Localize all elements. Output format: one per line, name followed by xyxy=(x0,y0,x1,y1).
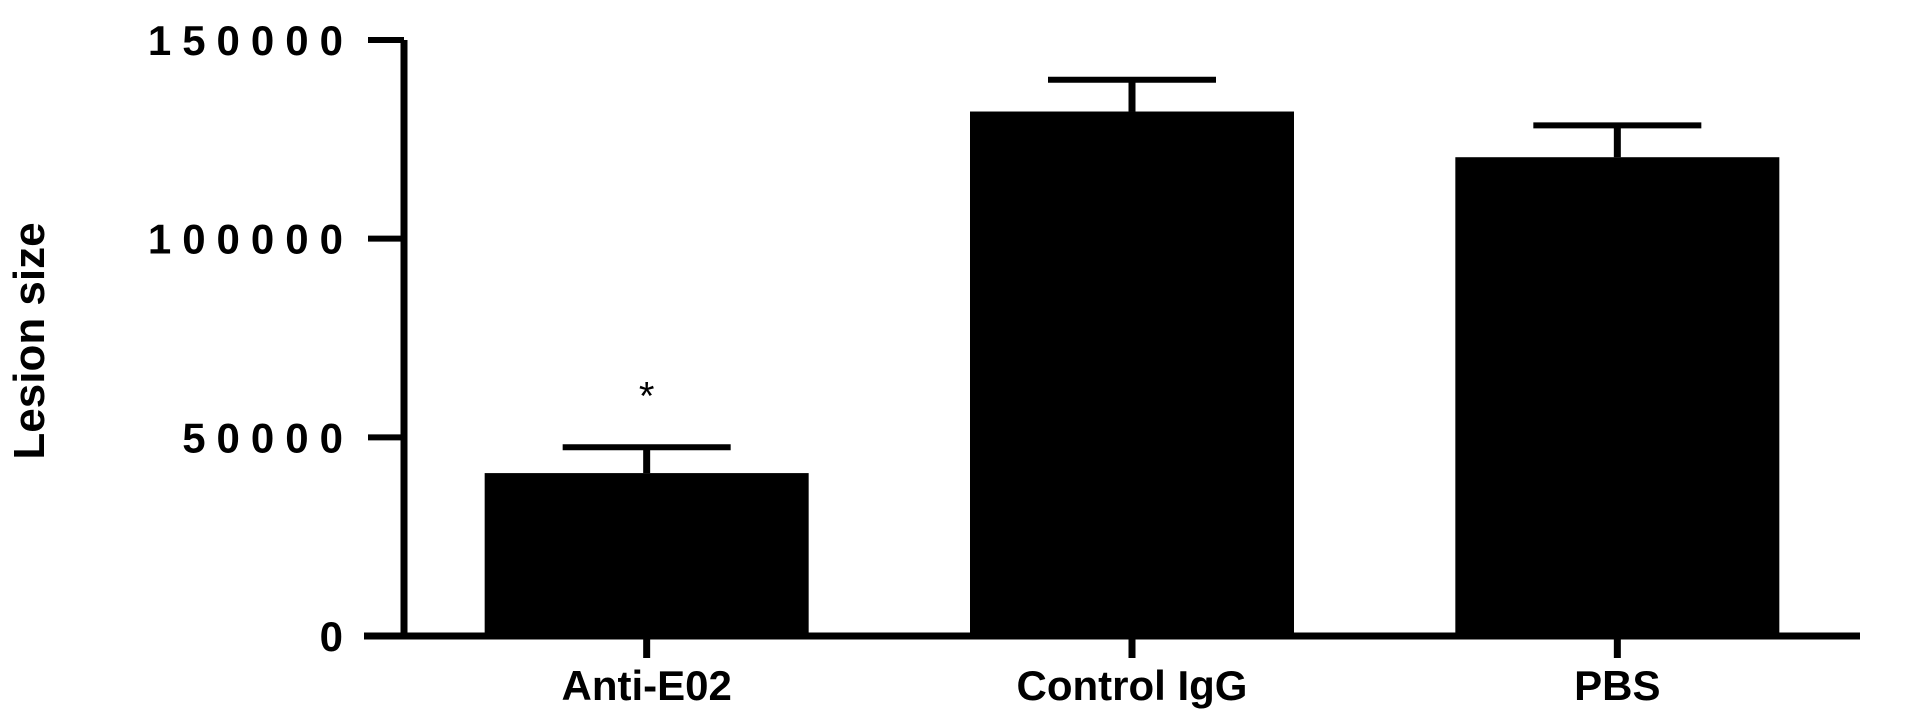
bar xyxy=(484,473,809,636)
bar xyxy=(1455,157,1780,637)
y-tick-label: 150000 xyxy=(148,17,354,64)
y-axis-title: Lesion size xyxy=(5,222,54,459)
y-tick-label: 0 xyxy=(320,613,354,660)
x-tick-label: Control IgG xyxy=(1017,662,1248,709)
x-tick-label: Anti-E02 xyxy=(561,662,731,709)
y-tick-label: 50000 xyxy=(182,414,354,461)
y-axis: 0 50000 100000 150000 xyxy=(148,17,408,660)
x-axis: Anti-E02 Control IgG PBS xyxy=(364,632,1860,709)
annotations: * xyxy=(639,374,655,418)
bar xyxy=(970,111,1294,636)
error-bars xyxy=(562,76,1702,474)
significance-marker: * xyxy=(639,374,655,418)
bars xyxy=(484,111,1780,637)
x-tick-label: PBS xyxy=(1574,662,1660,709)
y-tick-label: 100000 xyxy=(148,216,354,263)
